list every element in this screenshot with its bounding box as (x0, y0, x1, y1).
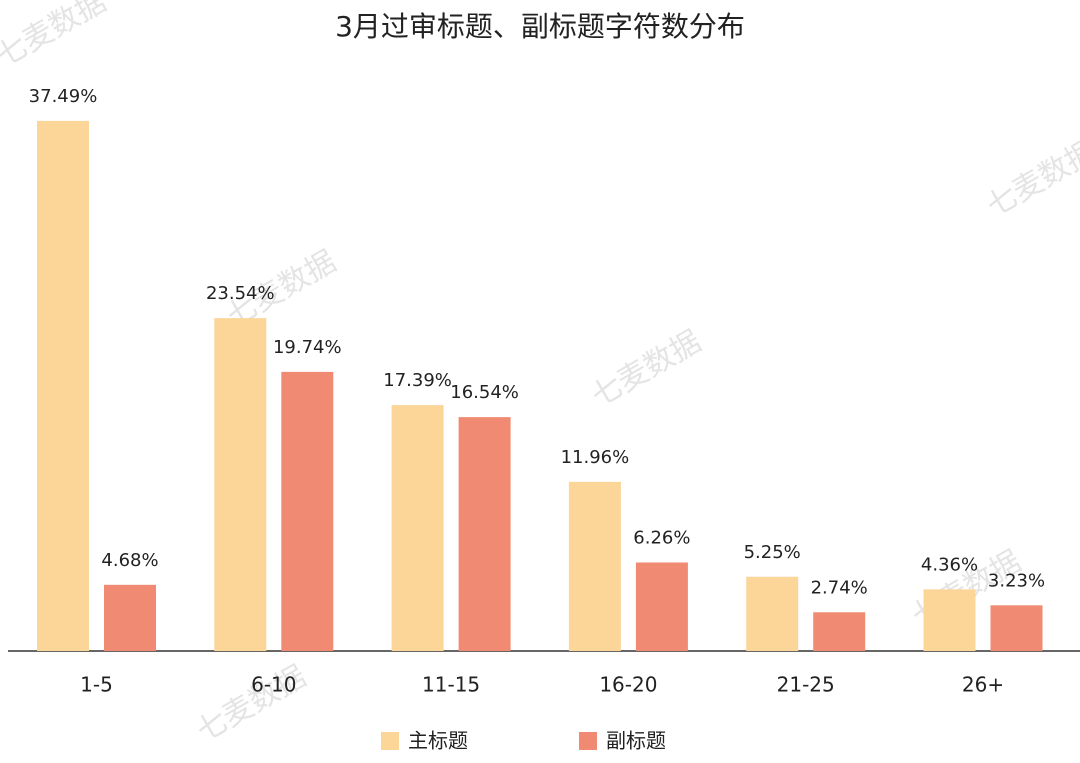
bar (281, 371, 334, 651)
x-tick-label: 16-20 (599, 673, 657, 697)
value-label: 5.25% (744, 542, 801, 563)
bar (635, 562, 688, 651)
value-label: 19.74% (273, 337, 342, 358)
bar (746, 576, 799, 651)
value-label: 4.68% (101, 550, 158, 571)
bar (214, 318, 267, 651)
bar (990, 605, 1043, 651)
bar (104, 584, 156, 651)
value-label: 23.54% (206, 283, 275, 304)
value-label: 16.54% (450, 382, 519, 403)
value-label: 17.39% (383, 370, 452, 391)
bar (813, 612, 866, 651)
value-label: 11.96% (561, 447, 630, 468)
legend-label: 主标题 (408, 729, 468, 753)
value-label: 6.26% (633, 527, 690, 548)
watermark: 七麦数据 (981, 134, 1080, 224)
legend-swatch (381, 732, 399, 750)
x-tick-label: 6-10 (251, 673, 296, 697)
bar (391, 405, 444, 651)
watermark: 七麦数据 (586, 324, 707, 414)
legend-swatch (579, 732, 597, 750)
value-label: 2.74% (811, 577, 868, 598)
x-tick-label: 11-15 (422, 673, 480, 697)
legend-label: 副标题 (606, 729, 666, 753)
watermark: 七麦数据 (0, 0, 112, 74)
x-tick-label: 26+ (962, 673, 1004, 697)
x-tick-label: 1-5 (80, 673, 113, 697)
bar (923, 589, 976, 651)
chart-title: 3月过审标题、副标题字符数分布 (335, 10, 745, 43)
value-label: 3.23% (988, 570, 1045, 591)
value-label: 4.36% (921, 554, 978, 575)
bar (458, 417, 511, 651)
value-label: 37.49% (29, 86, 98, 107)
bar (37, 120, 89, 651)
bar (568, 481, 621, 651)
x-tick-label: 21-25 (777, 673, 835, 697)
